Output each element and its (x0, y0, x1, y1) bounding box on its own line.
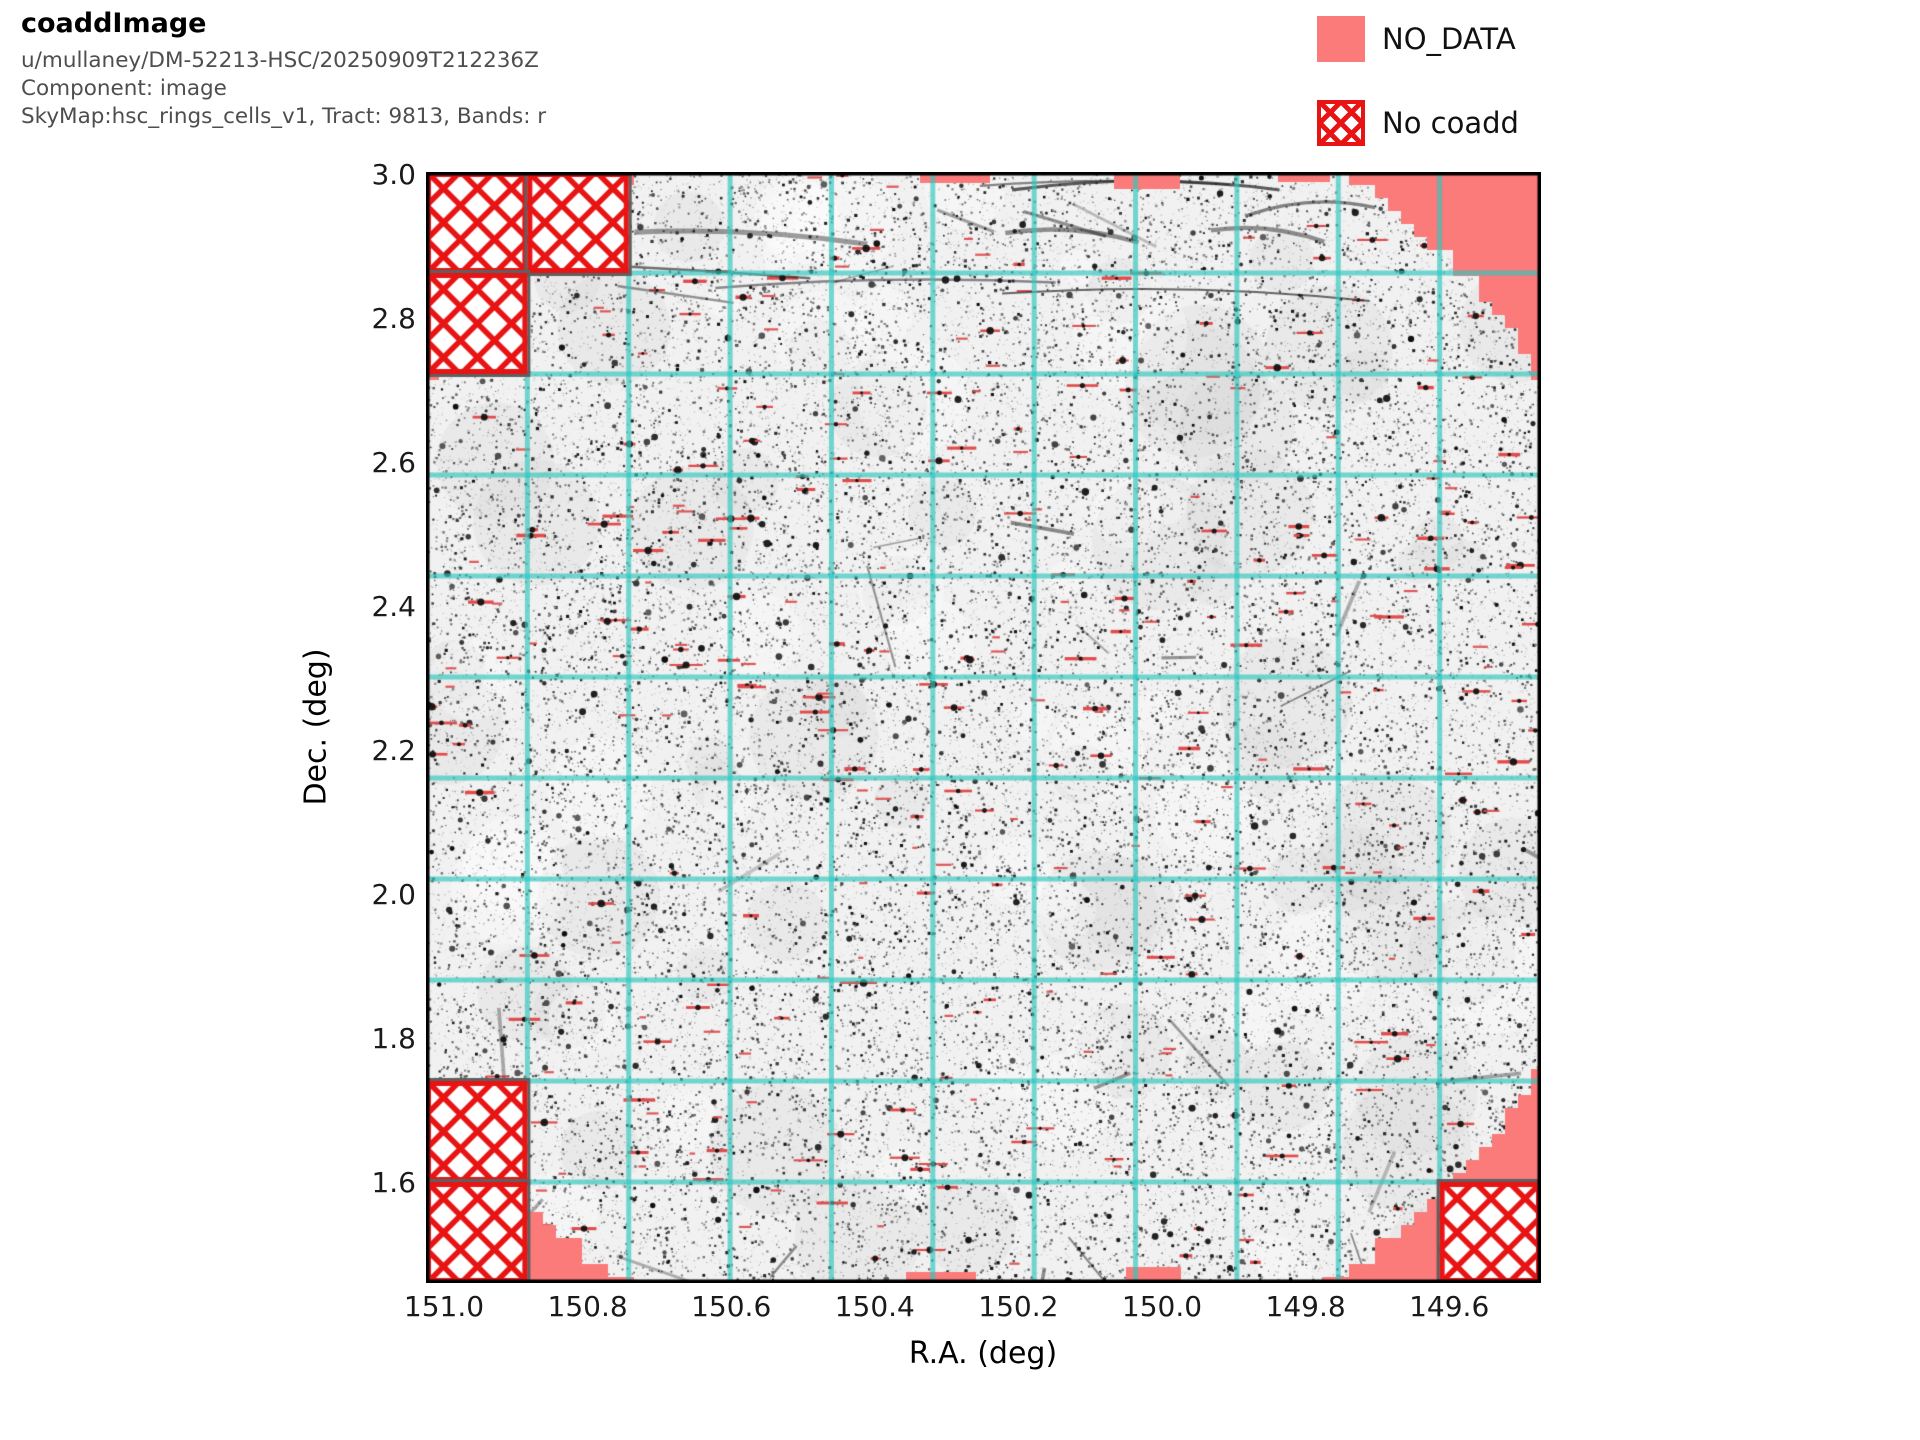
x-tick-label: 149.8 (1265, 1290, 1346, 1323)
y-tick-label: 2.0 (371, 878, 416, 911)
no-coadd-swatch (1317, 100, 1365, 146)
y-tick-label: 2.2 (371, 734, 416, 767)
sky-image (426, 172, 1541, 1283)
legend-item-no-data: NO_DATA (1317, 16, 1516, 62)
x-tick-label: 150.2 (978, 1290, 1059, 1323)
x-tick-label: 149.6 (1409, 1290, 1490, 1323)
figure-header: coaddImage u/mullaney/DM-52213-HSC/20250… (21, 8, 546, 131)
figure-title: coaddImage (21, 8, 207, 39)
subtitle-collection: u/mullaney/DM-52213-HSC/20250909T212236Z (21, 48, 539, 73)
y-axis-title: Dec. (deg) (298, 648, 334, 806)
subtitle-component: Component: image (21, 76, 227, 101)
y-tick-label: 3.0 (371, 158, 416, 191)
no-coadd-label: No coadd (1382, 106, 1519, 140)
subtitle-skymap: SkyMap:hsc_rings_cells_v1, Tract: 9813, … (21, 104, 547, 129)
x-axis-title: R.A. (deg) (908, 1336, 1058, 1371)
y-tick-label: 2.8 (371, 302, 416, 335)
x-tick-label: 151.0 (403, 1290, 485, 1323)
x-tick-label: 150.4 (834, 1290, 915, 1323)
no-data-swatch (1317, 16, 1365, 62)
y-tick-label: 2.4 (371, 590, 416, 623)
legend-item-no-coadd: No coadd (1317, 100, 1519, 146)
y-tick-label: 2.6 (371, 446, 416, 479)
y-tick-label: 1.6 (371, 1166, 416, 1199)
x-tick-label: 150.8 (547, 1290, 628, 1323)
y-tick-label: 1.8 (371, 1022, 416, 1055)
x-tick-label: 150.0 (1121, 1290, 1203, 1323)
no-data-label: NO_DATA (1382, 22, 1516, 56)
x-tick-label: 150.6 (691, 1290, 772, 1323)
